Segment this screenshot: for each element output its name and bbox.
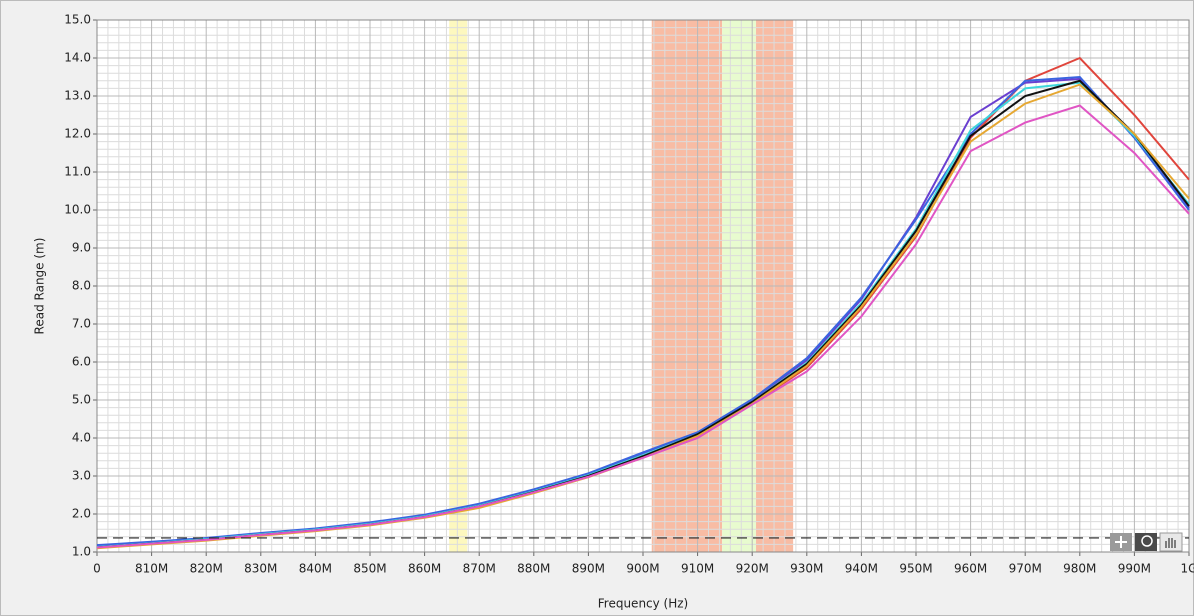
x-axis-title: Frequency (Hz) bbox=[598, 597, 689, 611]
x-tick-label: 1G bbox=[1181, 562, 1194, 576]
x-tick-label: 810M bbox=[135, 562, 168, 576]
x-tick-label: 990M bbox=[1118, 562, 1151, 576]
x-tick-label: 840M bbox=[299, 562, 332, 576]
y-tick-label: 2.0 bbox=[72, 507, 91, 521]
series-line bbox=[96, 75, 1190, 547]
y-tick-label: 10.0 bbox=[64, 203, 91, 217]
zoom-icon bbox=[1141, 535, 1153, 547]
x-tick-label: 950M bbox=[899, 562, 932, 576]
x-tick-label: 920M bbox=[736, 562, 769, 576]
y-tick-label: 1.0 bbox=[72, 545, 91, 559]
y-tick-label: 12.0 bbox=[64, 127, 91, 141]
y-tick-label: 13.0 bbox=[64, 89, 91, 103]
y-tick-label: 6.0 bbox=[72, 355, 91, 369]
y-tick-label: 15.0 bbox=[64, 13, 91, 27]
graph-tools[interactable] bbox=[1110, 532, 1183, 552]
x-tick-label: 830M bbox=[244, 562, 277, 576]
x-tick-label: 910M bbox=[681, 562, 714, 576]
cursor-icon bbox=[1115, 536, 1127, 548]
y-tick-label: 4.0 bbox=[72, 431, 91, 445]
x-tick-label: 870M bbox=[463, 562, 496, 576]
x-tick-label: 940M bbox=[845, 562, 878, 576]
x-tick-label: 900M bbox=[626, 562, 659, 576]
x-tick-label: 970M bbox=[1009, 562, 1042, 576]
y-tick-label: 11.0 bbox=[64, 165, 91, 179]
y-tick-label: 3.0 bbox=[72, 469, 91, 483]
x-tick-label: 0 bbox=[93, 562, 101, 576]
y-tick-label: 9.0 bbox=[72, 241, 91, 255]
plot-border bbox=[96, 19, 1190, 553]
x-tick-label: 820M bbox=[190, 562, 223, 576]
x-tick-label: 890M bbox=[572, 562, 605, 576]
pan-tool[interactable] bbox=[1159, 532, 1183, 552]
x-tick-label: 930M bbox=[790, 562, 823, 576]
y-tick-label: 14.0 bbox=[64, 51, 91, 65]
y-axis-title: Read Range (m) bbox=[33, 238, 47, 335]
y-tick-label: 7.0 bbox=[72, 317, 91, 331]
x-tick-label: 980M bbox=[1063, 562, 1096, 576]
y-tick-label: 8.0 bbox=[72, 279, 91, 293]
x-tick-label: 860M bbox=[408, 562, 441, 576]
y-tick-label: 5.0 bbox=[72, 393, 91, 407]
x-tick-label: 850M bbox=[353, 562, 386, 576]
pan-icon bbox=[1165, 538, 1176, 548]
x-tick-label: 960M bbox=[954, 562, 987, 576]
series-line bbox=[96, 104, 1190, 549]
x-tick-label: 880M bbox=[517, 562, 550, 576]
